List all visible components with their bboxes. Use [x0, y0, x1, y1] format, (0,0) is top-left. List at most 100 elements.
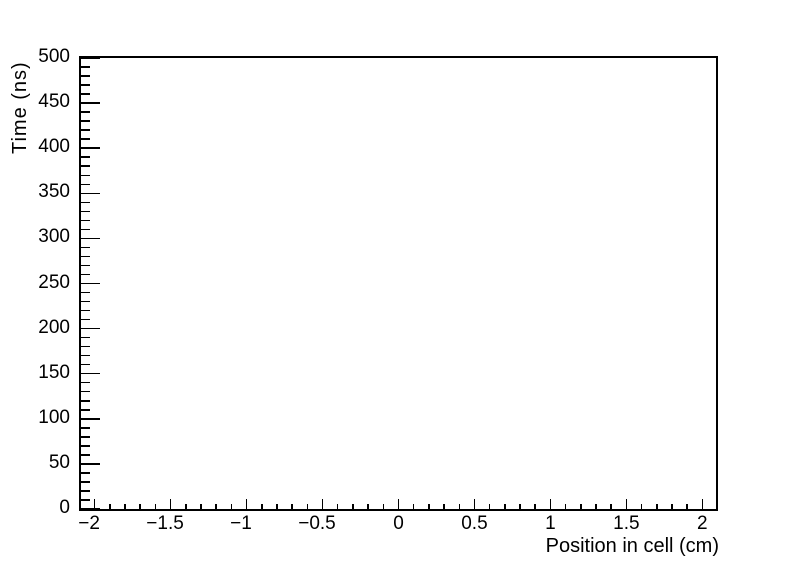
y-major-tick	[81, 282, 100, 285]
x-minor-tick	[382, 504, 385, 509]
x-tick-label: 1.5	[613, 513, 640, 534]
x-tick-label: 1	[545, 513, 556, 534]
x-major-tick	[93, 499, 96, 509]
y-minor-tick	[81, 427, 90, 429]
x-minor-tick	[443, 504, 445, 509]
x-minor-tick	[595, 504, 597, 509]
y-minor-tick	[81, 219, 90, 222]
y-tick-label: 350	[38, 181, 70, 203]
y-tick-label: 300	[38, 226, 70, 248]
y-minor-tick	[81, 318, 90, 321]
x-minor-tick	[291, 504, 293, 509]
y-major-tick	[81, 372, 100, 375]
x-minor-tick	[306, 504, 309, 509]
y-major-tick	[81, 192, 100, 195]
x-tick-label: 0.5−	[298, 513, 336, 534]
y-minor-tick	[81, 300, 90, 303]
y-major-tick	[81, 418, 100, 420]
y-tick-label: 50	[48, 451, 70, 473]
x-minor-tick	[215, 504, 217, 509]
y-minor-tick	[81, 264, 90, 267]
y-minor-tick	[81, 490, 90, 492]
y-minor-tick	[81, 409, 90, 411]
x-major-tick	[321, 499, 324, 509]
x-minor-tick	[200, 504, 202, 509]
y-minor-tick	[81, 309, 90, 312]
x-tick-label: 1.5−	[146, 513, 184, 534]
y-minor-tick	[81, 445, 90, 447]
y-minor-tick	[81, 138, 90, 140]
y-minor-tick	[81, 454, 90, 456]
x-minor-tick	[610, 504, 612, 509]
x-minor-tick	[519, 504, 521, 509]
y-minor-tick	[81, 66, 90, 68]
x-tick-label: 1−	[230, 513, 252, 534]
x-minor-tick	[686, 504, 688, 509]
x-minor-tick	[564, 504, 567, 509]
y-tick-label: 200	[38, 316, 70, 338]
y-minor-tick	[81, 390, 90, 393]
y-minor-tick	[81, 75, 90, 77]
y-minor-tick	[81, 345, 90, 348]
y-minor-tick	[81, 111, 90, 113]
y-minor-tick	[81, 291, 90, 294]
x-minor-tick	[458, 504, 460, 509]
x-major-tick	[473, 499, 476, 509]
x-major-tick	[245, 499, 248, 509]
minus-sign: −	[146, 513, 158, 534]
y-tick-label: 450	[38, 91, 70, 113]
y-minor-tick	[81, 381, 90, 384]
x-minor-tick	[336, 504, 339, 509]
x-minor-tick	[367, 504, 369, 509]
x-major-tick	[701, 499, 704, 509]
y-minor-tick	[81, 400, 90, 402]
y-minor-tick	[81, 201, 90, 204]
y-minor-tick	[81, 210, 90, 213]
x-minor-tick	[412, 504, 415, 509]
x-minor-tick	[230, 504, 233, 509]
x-minor-tick	[139, 504, 141, 509]
y-minor-tick	[81, 129, 90, 131]
y-tick-label: 400	[38, 136, 70, 158]
x-tick-label: 0	[393, 513, 404, 534]
y-minor-tick	[81, 436, 90, 438]
y-minor-tick	[81, 174, 90, 176]
x-tick-label: 2−	[78, 513, 100, 534]
y-minor-tick	[81, 93, 90, 95]
y-major-tick	[81, 237, 100, 240]
x-minor-tick	[656, 504, 658, 509]
plot-frame	[79, 56, 718, 511]
y-tick-label: 150	[38, 361, 70, 383]
y-minor-tick	[81, 246, 90, 249]
y-major-tick	[81, 102, 100, 104]
y-minor-tick	[81, 273, 90, 276]
y-minor-tick	[81, 499, 90, 501]
y-minor-tick	[81, 156, 90, 158]
x-axis-title: Position in cell (cm)	[545, 535, 719, 557]
x-minor-tick	[352, 504, 354, 509]
y-tick-label: 250	[38, 271, 70, 293]
y-minor-tick	[81, 481, 90, 483]
x-minor-tick	[276, 504, 278, 509]
y-minor-tick	[81, 228, 90, 231]
x-minor-tick	[261, 504, 263, 509]
x-major-tick	[397, 499, 400, 509]
minus-sign: −	[78, 513, 90, 534]
x-major-tick	[625, 499, 628, 509]
y-minor-tick	[81, 84, 90, 86]
x-minor-tick	[154, 504, 157, 509]
minus-sign: −	[298, 513, 310, 534]
x-minor-tick	[671, 504, 673, 509]
x-tick-label: 0.5	[461, 513, 488, 534]
x-minor-tick	[504, 504, 506, 509]
x-minor-tick	[580, 504, 582, 509]
y-tick-label: 0	[59, 497, 70, 518]
x-minor-tick	[124, 504, 126, 509]
y-minor-tick	[81, 354, 90, 357]
x-major-tick	[169, 499, 172, 509]
y-major-tick	[81, 327, 100, 330]
y-axis-title: Time (ns)	[9, 61, 31, 154]
y-minor-tick	[81, 165, 90, 167]
x-major-tick	[549, 499, 552, 509]
